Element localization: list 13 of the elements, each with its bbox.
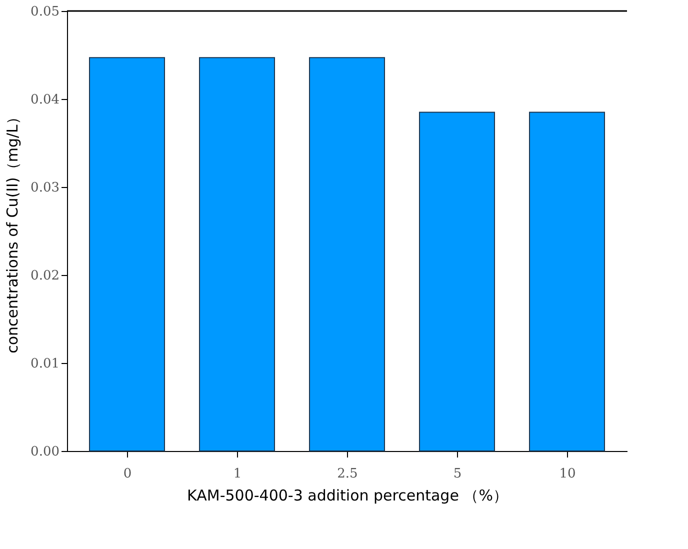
y-tick-label: 0.05 <box>30 4 60 20</box>
x-axis-title: KAM-500-400-3 addition percentage （%） <box>187 486 508 504</box>
y-tick-label: 0.01 <box>30 356 60 372</box>
x-tick-label: 2.5 <box>337 466 358 482</box>
y-tick-label: 0.02 <box>30 268 60 284</box>
y-axis-title: concentrations of Cu(II)（mg/L） <box>4 110 22 354</box>
x-tick-label: 0 <box>123 466 132 482</box>
x-tick-label: 1 <box>233 466 242 482</box>
y-tick-label: 0.04 <box>30 92 60 108</box>
x-tick-label: 5 <box>453 466 462 482</box>
y-tick-label: 0.00 <box>30 444 60 460</box>
x-tick-label: 10 <box>559 466 576 482</box>
y-tick-label: 0.03 <box>30 180 60 196</box>
